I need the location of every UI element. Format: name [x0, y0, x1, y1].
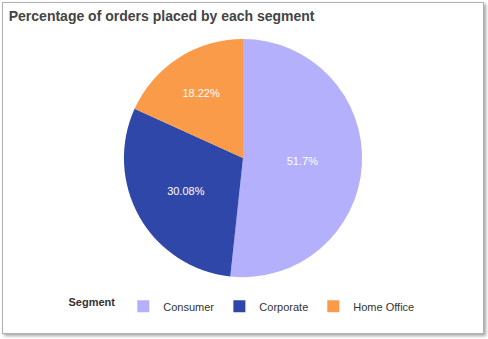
svg-text:Segment: Segment: [69, 296, 116, 308]
svg-text:18.22%: 18.22%: [182, 87, 220, 99]
svg-text:Consumer: Consumer: [163, 301, 214, 313]
svg-text:Percentage of orders placed by: Percentage of orders placed by each segm…: [9, 8, 315, 24]
svg-text:51.7%: 51.7%: [287, 155, 318, 167]
svg-text:30.08%: 30.08%: [167, 185, 205, 197]
svg-text:Home Office: Home Office: [353, 301, 414, 313]
svg-text:Corporate: Corporate: [259, 301, 308, 313]
